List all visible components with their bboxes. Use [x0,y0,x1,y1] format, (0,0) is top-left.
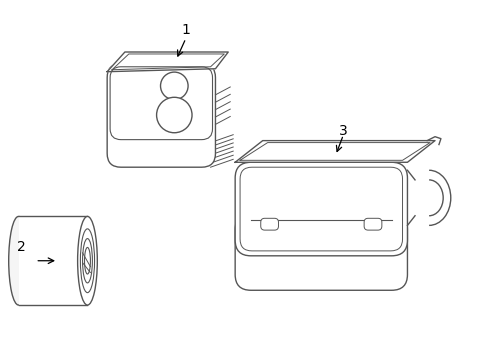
Bar [19,216,88,305]
Text: 1: 1 [181,23,190,37]
Polygon shape [235,141,435,162]
Ellipse shape [77,216,98,305]
FancyBboxPatch shape [235,162,408,256]
FancyBboxPatch shape [107,64,216,167]
FancyBboxPatch shape [235,214,408,290]
Circle shape [161,72,188,100]
FancyBboxPatch shape [364,218,382,230]
Ellipse shape [9,216,28,305]
FancyBboxPatch shape [261,218,278,230]
Circle shape [157,97,192,133]
Polygon shape [107,52,228,72]
Text: 2: 2 [17,240,26,254]
Text: 3: 3 [339,124,348,138]
FancyBboxPatch shape [240,167,402,251]
FancyBboxPatch shape [110,67,213,140]
